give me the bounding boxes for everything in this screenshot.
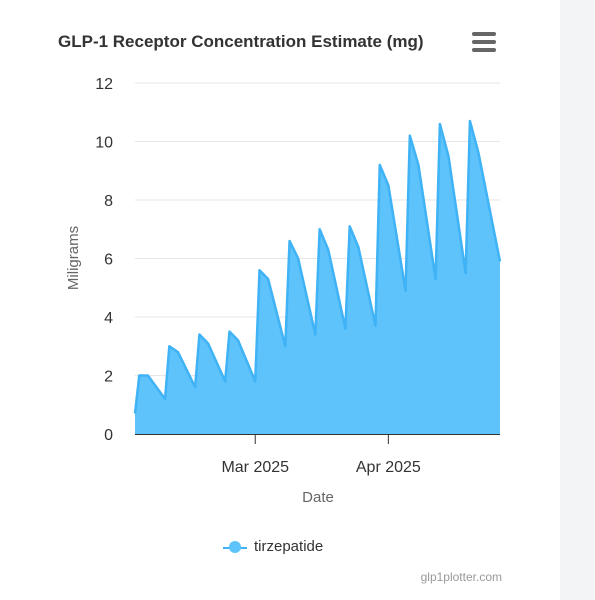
x-axis-ticks: Mar 2025 Apr 2025: [221, 434, 421, 476]
legend-symbol-icon: [223, 540, 247, 553]
x-tick-label: Apr 2025: [356, 459, 421, 476]
credits-link[interactable]: glp1plotter.com: [420, 570, 502, 584]
y-axis-title: Miligrams: [65, 226, 82, 290]
y-tick-label: 6: [104, 252, 113, 269]
y-tick-label: 0: [104, 427, 113, 444]
series-area[interactable]: [133, 119, 502, 435]
chart-card: GLP-1 Receptor Concentration Estimate (m…: [58, 30, 502, 584]
menu-bar: [472, 32, 496, 36]
side-panel: [560, 0, 595, 600]
y-tick-label: 10: [95, 135, 113, 152]
menu-bar: [472, 48, 496, 52]
y-tick-label: 4: [104, 310, 113, 327]
legend-label: tirzepatide: [254, 538, 324, 555]
y-axis-ticks: 0 2 4 6 8 10 12: [95, 76, 113, 444]
menu-bar: [472, 40, 496, 44]
y-tick-label: 8: [104, 193, 113, 210]
chart-plot: 0 2 4 6 8 10 12 Mar 2025 Apr 2025 Miligrams Dat…: [65, 76, 502, 506]
x-tick-label: Mar 2025: [221, 459, 289, 476]
series-line[interactable]: [133, 119, 502, 414]
legend-item-tirzepatide[interactable]: tirzepatide: [222, 538, 323, 555]
chart-title: GLP-1 Receptor Concentration Estimate (m…: [58, 32, 424, 51]
hamburger-menu-icon[interactable]: [470, 30, 498, 54]
y-tick-label: 2: [104, 369, 113, 386]
x-axis-title: Date: [302, 489, 334, 506]
y-tick-label: 12: [95, 76, 113, 93]
